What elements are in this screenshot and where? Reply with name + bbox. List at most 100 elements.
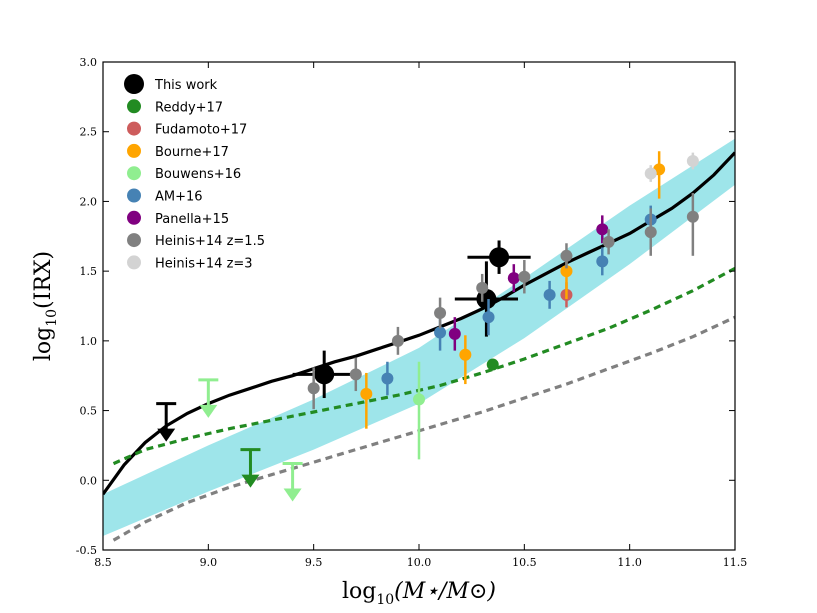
am-16-point-0 [381, 361, 394, 396]
marker [434, 306, 447, 319]
heinis-14-z-1-5-point-1 [349, 357, 362, 392]
marker [644, 226, 657, 239]
y-tick-label: 1.0 [80, 335, 98, 348]
legend-marker [127, 143, 141, 158]
marker [560, 265, 573, 278]
bouwens-16-point-0 [413, 361, 425, 460]
legend-item-bouwens-16: Bouwens+16 [127, 166, 241, 182]
axis-ticks: 8.5 9.0 9.5 10.0 10.5 11.0 11.5 -0.5 0.0 0.5 1.0 1.… [76, 56, 747, 569]
y-tick-label: 0.0 [80, 474, 98, 487]
bouwens-16-upper-limit-1 [282, 462, 303, 502]
legend-marker [127, 255, 141, 270]
marker [644, 167, 657, 180]
legend-label: Heinis+14 z=1.5 [155, 234, 265, 249]
legend-item-panella-15: Panella+15 [127, 210, 229, 227]
legend-item-am-16: AM+16 [127, 188, 203, 205]
legend-label: Bouwens+16 [155, 167, 241, 182]
heinis-14-z-1-5-point-3 [434, 297, 447, 329]
legend-item-heinis-14-z-3: Heinis+14 z=3 [127, 255, 253, 271]
y-tick-label: 2.5 [80, 126, 98, 139]
marker [489, 247, 510, 268]
y-tick-label: 3.0 [80, 56, 98, 69]
legend-marker [127, 99, 141, 114]
marker [391, 334, 404, 347]
x-tick-label: 10.0 [407, 556, 432, 569]
panella-15-point-0 [448, 317, 461, 351]
legend-item-fudamoto-17: Fudamoto+17 [127, 121, 247, 138]
marker [434, 326, 447, 339]
marker [314, 364, 335, 385]
heinis-14-z-1-5-point-7 [602, 229, 615, 255]
this-work-upper-limit-0 [156, 402, 177, 442]
x-tick-label: 9.5 [305, 556, 323, 569]
limit-arrowhead [199, 404, 218, 418]
legend-label: Reddy+17 [155, 100, 223, 115]
x-tick-label: 8.5 [94, 556, 112, 569]
y-tick-label: 0.5 [80, 405, 98, 418]
marker [413, 393, 425, 406]
legend-label: Bourne+17 [155, 145, 229, 160]
marker [686, 210, 699, 223]
heinis-14-z-1-5-point-2 [391, 326, 404, 355]
heinis-14-z-1-5-point-9 [686, 193, 699, 256]
marker [448, 327, 461, 340]
legend-label: This work [154, 78, 218, 93]
data-points [292, 151, 699, 460]
marker [349, 368, 362, 381]
x-tick-label: 11.5 [723, 556, 748, 569]
x-tick-label: 10.5 [512, 556, 537, 569]
legend-label: Panella+15 [155, 212, 229, 227]
marker [486, 358, 499, 371]
heinis-14-z-3-point-1 [686, 152, 699, 170]
marker [602, 235, 615, 248]
marker [596, 223, 609, 236]
limit-arrowhead [241, 474, 260, 488]
legend-marker [127, 188, 141, 203]
marker [459, 348, 472, 361]
marker [381, 372, 394, 385]
y-tick-label: 1.5 [80, 265, 98, 278]
legend-item-reddy-17: Reddy+17 [127, 99, 223, 115]
marker [307, 382, 320, 395]
am-16-point-3 [543, 280, 556, 309]
this-work-point-2 [467, 240, 531, 274]
heinis-14-z-1-5-point-0 [307, 367, 320, 410]
bouwens-16-upper-limit-0 [198, 378, 219, 418]
legend-marker [127, 233, 141, 248]
bourne-17-point-1 [459, 335, 472, 385]
marker [507, 272, 520, 285]
heinis-14-z-1-5-point-4 [476, 273, 489, 302]
limit-arrowhead [157, 428, 176, 442]
x-tick-label: 9.0 [200, 556, 218, 569]
legend-marker [127, 166, 141, 181]
limit-arrowhead [283, 488, 302, 502]
heinis-14-z-1-5-point-6 [560, 243, 573, 269]
confidence-band [103, 138, 735, 537]
legend-item-heinis-14-z-1-5: Heinis+14 z=1.5 [127, 233, 265, 249]
y-tick-label: -0.5 [76, 544, 97, 557]
reddy-17-upper-limit-0 [240, 448, 261, 488]
marker [360, 387, 373, 400]
panella-15-point-1 [507, 264, 520, 293]
bourne-17-point-0 [360, 372, 373, 429]
legend-label: Heinis+14 z=3 [155, 256, 253, 271]
x-axis-label: log10(M⋆/M⊙) [342, 579, 496, 608]
legend-item-this-work: This work [124, 74, 218, 94]
heinis-14-z-3-point-0 [644, 165, 657, 182]
legend-marker [127, 121, 141, 136]
marker [596, 255, 609, 268]
heinis-14-z-1-5-point-5 [518, 259, 531, 294]
legend-marker [127, 210, 141, 225]
heinis-14-z-1-5-point-8 [644, 208, 657, 256]
legend-item-bourne-17: Bourne+17 [127, 143, 229, 160]
marker [476, 281, 489, 294]
y-tick-label: 2.0 [80, 195, 98, 208]
this-work-point-0 [292, 350, 356, 399]
marker [686, 154, 699, 167]
legend-label: Fudamoto+17 [155, 123, 247, 138]
legend: This work Reddy+17 Fudamoto+17 Bourne+17 Bou… [124, 74, 265, 271]
panella-15-point-2 [596, 215, 609, 244]
upper-limits [156, 378, 303, 502]
am-16-point-4 [596, 247, 609, 276]
